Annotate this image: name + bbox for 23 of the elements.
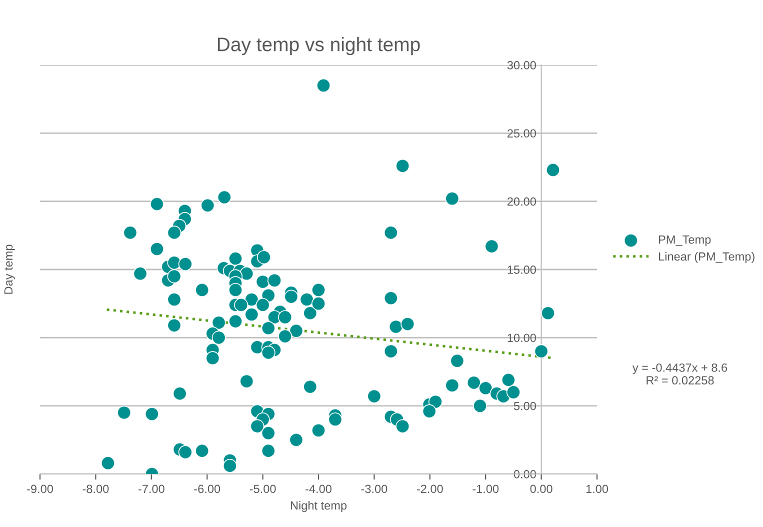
x-tick-label: 1.00	[586, 484, 608, 494]
y-tick-label: 20.00	[507, 197, 536, 206]
x-tick-label: -1.00	[472, 484, 499, 494]
y-tick-label: 5.00	[514, 402, 536, 410]
y-tick-label: 30.00	[507, 61, 536, 70]
x-tick-label: -2.00	[416, 484, 443, 494]
y-tick-label: 10.00	[508, 334, 536, 342]
chart-title: Day temp vs night temp	[218, 37, 420, 56]
x-axis-title: Night temp	[290, 500, 347, 512]
x-tick-label: -6.00	[194, 484, 220, 494]
x-tick-label: -9.00	[27, 484, 53, 494]
x-tick-label: -7.00	[138, 484, 164, 494]
y-tick-label: 25.00	[507, 129, 536, 138]
x-tick-label: -8.00	[82, 484, 109, 494]
x-tick-label: -5.00	[250, 484, 276, 494]
x-tick-label: -4.00	[306, 484, 332, 494]
text: y = -0.4437x + 8.6 R² = 0.02258	[632, 363, 728, 385]
x-tick-label: -3.00	[361, 484, 388, 494]
legend-label: PM_Temp	[659, 236, 711, 246]
y-axis-title: Day temp	[4, 244, 15, 294]
legend-label: Linear (PM_Temp)	[659, 252, 754, 264]
x-tick-label: 0.00	[530, 484, 552, 494]
y-tick-label: 15.00	[508, 266, 536, 274]
